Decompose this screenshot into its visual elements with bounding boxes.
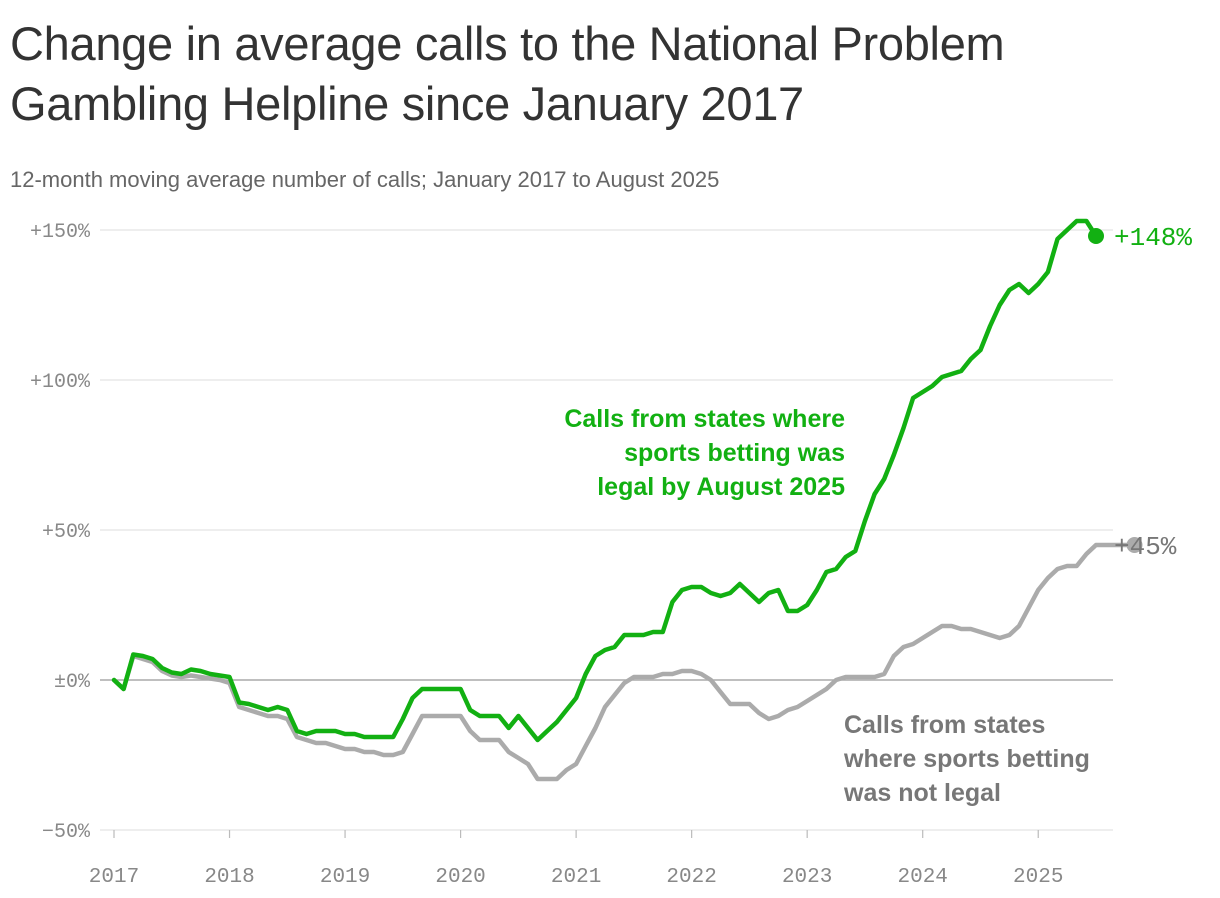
series-line-not-legal [111, 542, 1137, 782]
end-label-legal: +148% [1114, 223, 1192, 253]
x-tick-label: 2023 [782, 866, 832, 889]
x-tick-label: 2021 [551, 866, 601, 889]
y-tick-label: +100% [30, 371, 91, 394]
end-point-legal [1088, 228, 1104, 244]
x-tick-label: 2020 [435, 866, 485, 889]
x-tick-label: 2022 [666, 866, 716, 889]
end-point-not-legal [1126, 537, 1143, 553]
chart-title: Change in average calls to the National … [10, 14, 1210, 134]
chart-title-line-1: Change in average calls to the National … [10, 17, 1005, 70]
end-label-not-legal: +45% [1114, 532, 1177, 562]
x-tick-label: 2025 [1013, 866, 1063, 889]
y-tick-label: +50% [42, 521, 91, 544]
x-tick-label: 2017 [89, 866, 139, 889]
x-tick-label: 2019 [320, 866, 370, 889]
y-tick-label: −50% [42, 821, 91, 844]
series-label-legal: Calls from states where [564, 405, 845, 433]
series-label-legal: legal by August 2025 [597, 473, 845, 501]
series-label-not-legal: Calls from states [844, 711, 1045, 739]
x-tick-label: 2024 [897, 866, 947, 889]
chart-subtitle: 12-month moving average number of calls;… [10, 167, 720, 192]
series-label-legal: sports betting was [624, 439, 845, 467]
series-label-not-legal: where sports betting [843, 745, 1090, 773]
x-tick-label: 2018 [204, 866, 254, 889]
y-tick-label: +150% [30, 221, 91, 244]
y-tick-label: ±0% [54, 671, 91, 694]
chart-title-line-2: Gambling Helpline since January 2017 [10, 77, 804, 130]
series-line-legal [111, 218, 1099, 743]
series-label-not-legal: was not legal [843, 779, 1001, 807]
